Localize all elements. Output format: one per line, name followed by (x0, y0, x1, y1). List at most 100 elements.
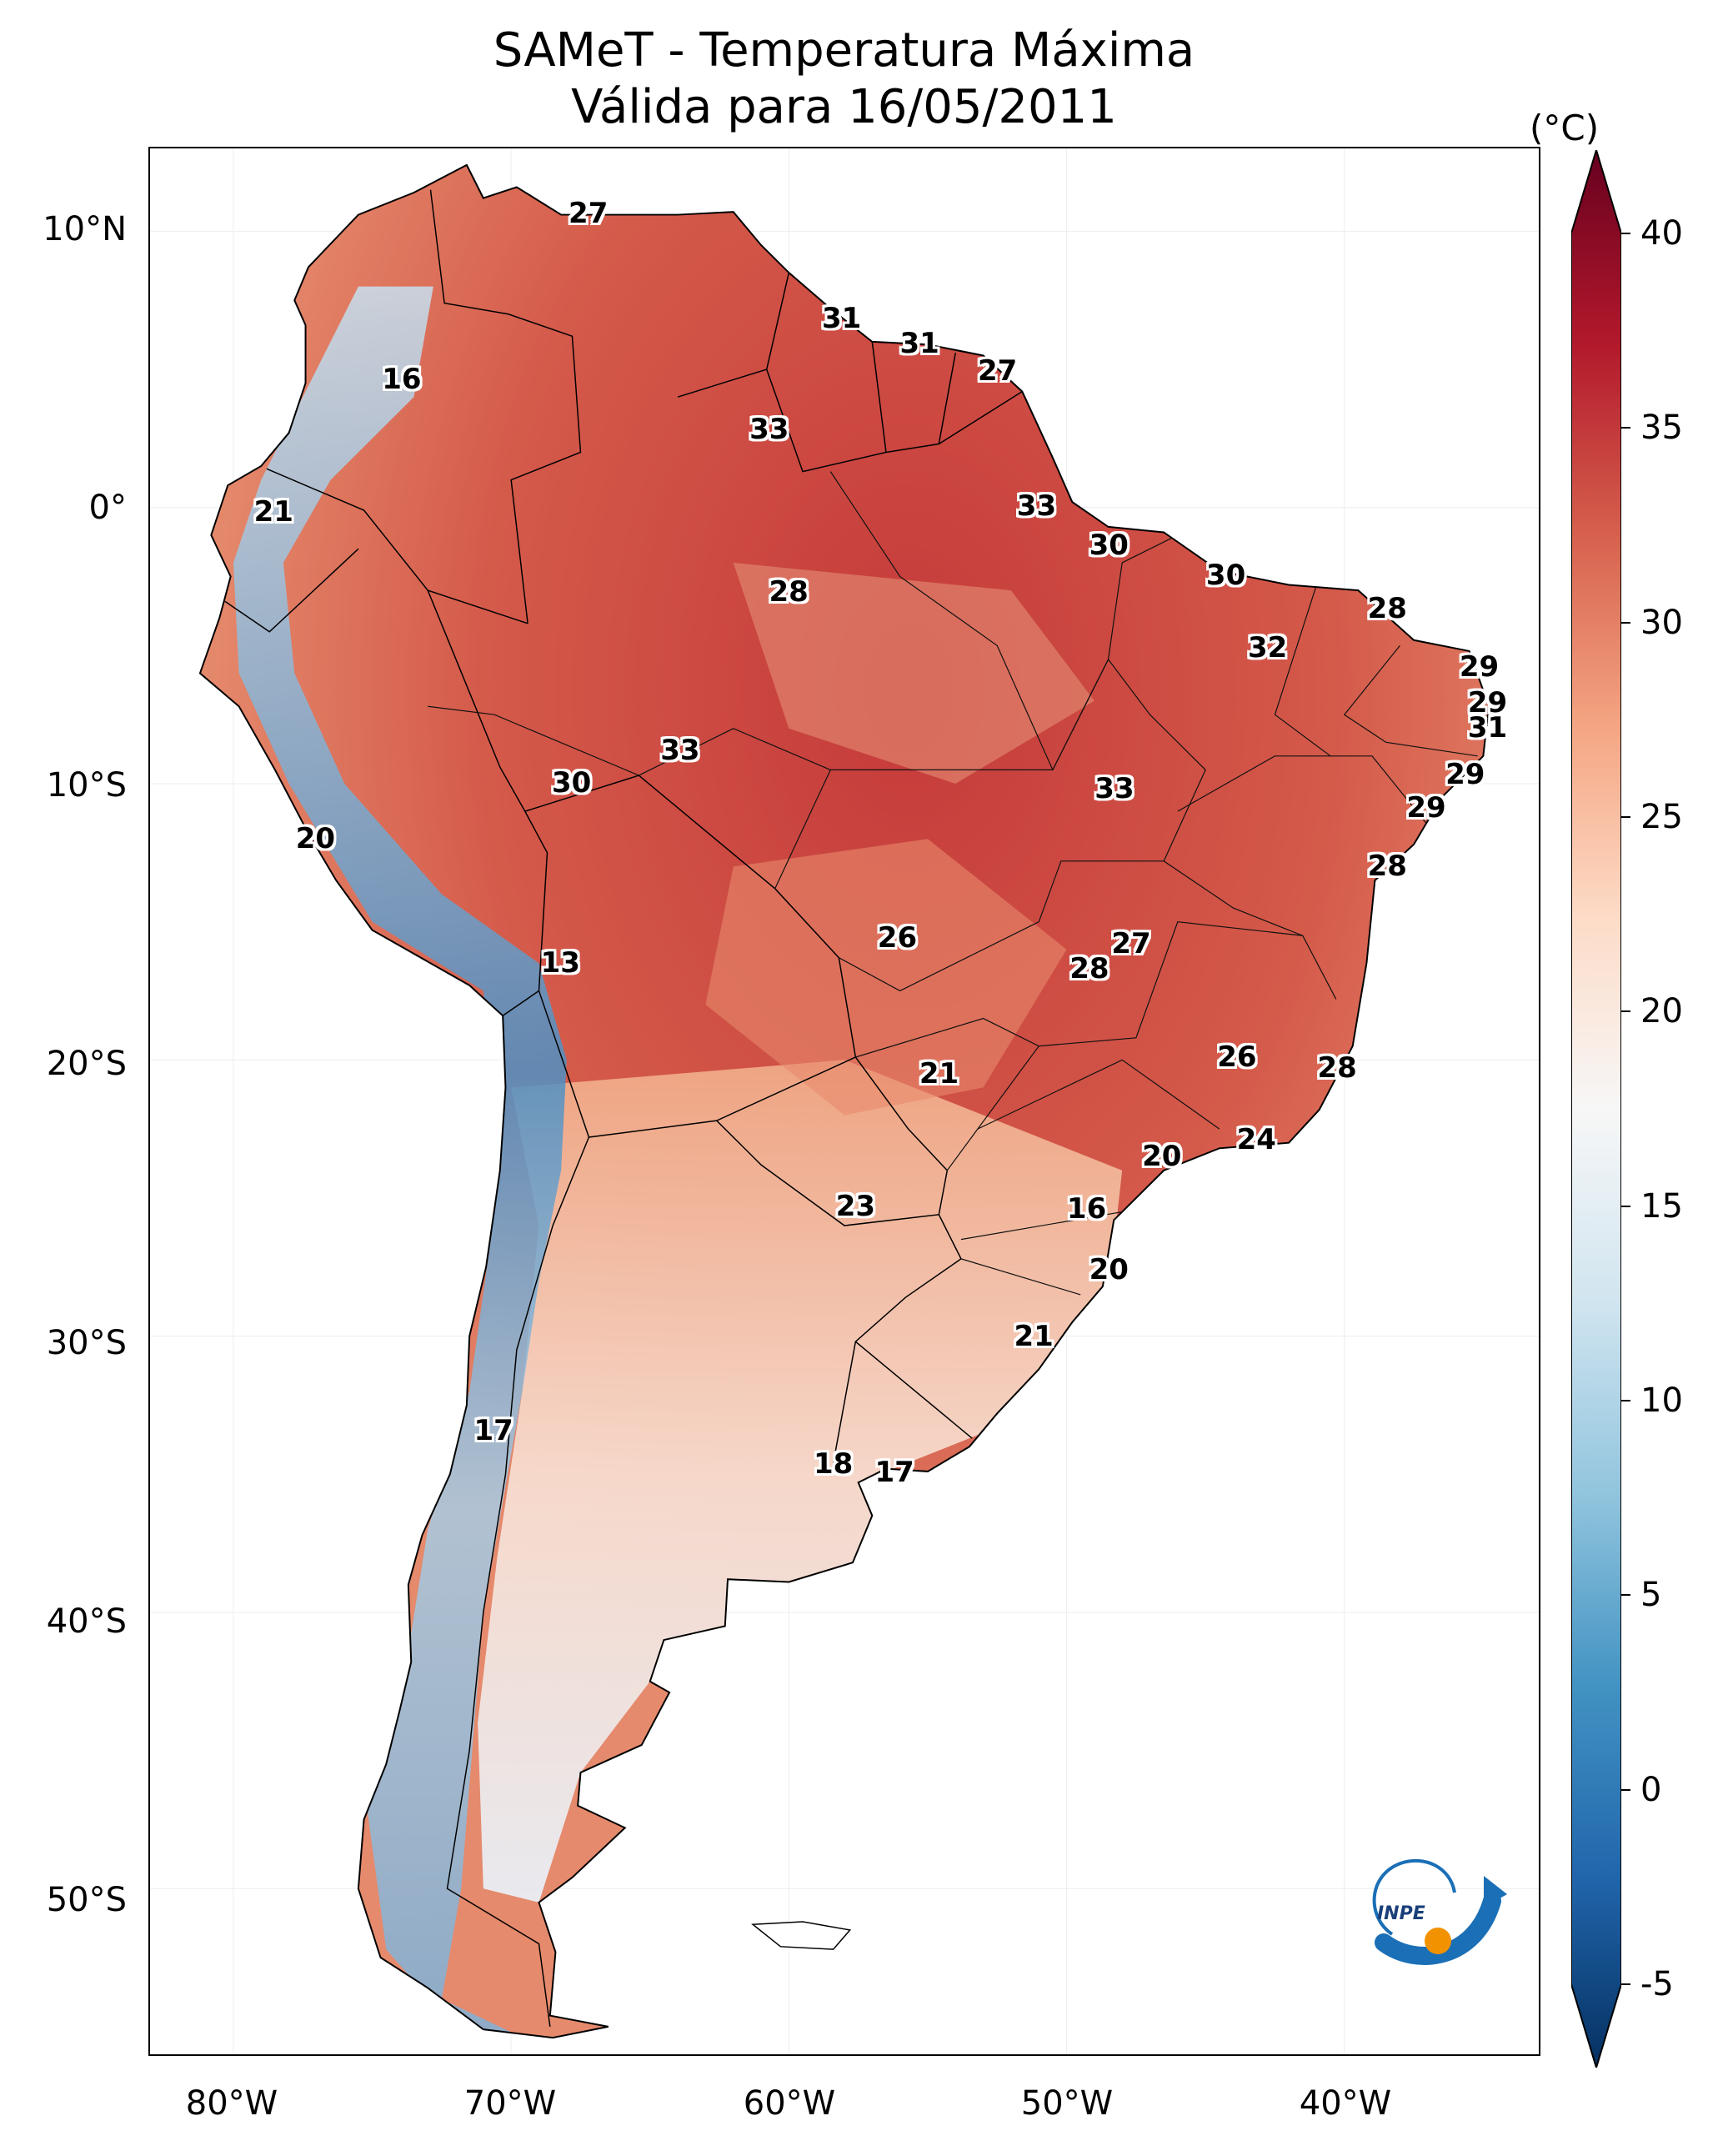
temperature-value-label: 33 (749, 412, 789, 446)
colorbar-tick-label: -5 (1640, 1965, 1674, 2003)
temperature-value-label: 18 (813, 1447, 854, 1481)
temperature-value-label: 26 (877, 921, 918, 955)
state-border (1177, 755, 1429, 826)
colorbar-tick (1620, 621, 1630, 624)
lat-label-10n: 10°N (43, 210, 127, 248)
colorbar-tick (1620, 1010, 1630, 1013)
temperature-value-label: 29 (1459, 649, 1500, 684)
country-border (765, 272, 1023, 473)
lat-label-30s: 30°S (46, 1324, 127, 1362)
coastline (198, 163, 1490, 2039)
falkland-islands (751, 1921, 852, 1950)
temperature-value-label: 33 (1094, 771, 1134, 805)
andes-cold-band (233, 286, 567, 2033)
lat-label-20s: 20°S (46, 1045, 127, 1083)
temperature-value-label: 24 (1236, 1123, 1276, 1157)
colorbar-tick-label: 20 (1640, 992, 1683, 1031)
country-border (429, 189, 582, 624)
state-border (1052, 534, 1179, 770)
colorbar-tick-label: 35 (1640, 409, 1683, 448)
temperature-value-label: 27 (978, 353, 1018, 388)
colorbar-tick-label: 0 (1640, 1770, 1662, 1809)
lat-label-0: 0° (88, 489, 127, 527)
temperature-value-label: 29 (1467, 686, 1508, 720)
colorbar-tick-label: 10 (1640, 1381, 1683, 1420)
temperature-value-label: 30 (1089, 528, 1129, 562)
country-border (427, 589, 548, 1016)
lon-label-40w: 40°W (1299, 2084, 1392, 2123)
temperature-value-label: 21 (253, 495, 293, 529)
temperature-value-label: 28 (1317, 1051, 1357, 1086)
temperature-value-label: 28 (769, 575, 809, 609)
chart-subtitle: Válida para 16/05/2011 (571, 80, 1117, 134)
map-frame (148, 147, 1540, 2056)
state-border (977, 1059, 1220, 1130)
state-border (428, 705, 639, 776)
temperature-value-label: 31 (1467, 710, 1508, 745)
temperature-value-label: 16 (382, 362, 422, 396)
colorbar (1571, 150, 1621, 2068)
colorbar-tick (1620, 816, 1630, 818)
country-border (938, 353, 957, 444)
colorbar-unit: (°C) (1530, 108, 1600, 148)
state-border (639, 728, 831, 776)
colorbar-tick (1620, 427, 1630, 429)
state-border (1163, 860, 1304, 936)
lon-label-80w: 80°W (185, 2084, 278, 2123)
temperature-value-label: 27 (1111, 926, 1151, 960)
country-border (524, 775, 857, 1138)
lat-label-40s: 40°S (46, 1602, 127, 1641)
state-border (960, 1211, 1123, 1241)
colorbar-tick-label: 5 (1640, 1576, 1662, 1615)
country-border (224, 548, 359, 633)
lon-label-50w: 50°W (1020, 2084, 1114, 2123)
state-border (1274, 584, 1331, 757)
colorbar-tick (1620, 1788, 1630, 1791)
colorbar-tick-label: 30 (1640, 603, 1683, 642)
temperature-value-label: 20 (1089, 1253, 1129, 1287)
lon-label-70w: 70°W (463, 2084, 557, 2123)
state-border (774, 471, 1054, 890)
state-border (1343, 644, 1478, 757)
state-border (960, 1258, 1081, 1296)
colorbar-tick (1620, 1983, 1630, 1985)
temperature-value-label: 28 (1367, 592, 1407, 626)
temperature-value-label: 20 (1142, 1140, 1182, 1174)
temperature-value-label: 27 (568, 196, 609, 230)
temperature-value-label: 17 (473, 1413, 513, 1447)
lat-label-10s: 10°S (46, 766, 127, 805)
temperature-value-label: 28 (1069, 951, 1109, 985)
colorbar-tick (1620, 1205, 1630, 1207)
temperature-value-label: 13 (540, 946, 580, 980)
temperature-value-label: 21 (919, 1056, 959, 1091)
temperature-value-label: 31 (899, 326, 939, 360)
temperature-value-label: 32 (1248, 630, 1288, 664)
temperature-value-label: 33 (660, 733, 700, 767)
temperature-value-label: 17 (874, 1455, 914, 1489)
lon-label-60w: 60°W (743, 2084, 836, 2123)
inpe-logo-text: INPE (1377, 1903, 1425, 1924)
chart-title: SAMeT - Temperatura Máxima (493, 23, 1195, 78)
map-svg (150, 148, 1539, 2054)
temperature-value-label: 21 (1014, 1320, 1054, 1354)
temperature-value-label: 31 (821, 301, 862, 335)
temperature-value-label: 28 (1367, 849, 1407, 883)
inpe-logo: INPE (1372, 1858, 1507, 1965)
state-border (1039, 921, 1337, 1047)
temperature-value-label: 29 (1445, 758, 1485, 792)
country-border (832, 1341, 857, 1464)
colorbar-tick-label: 40 (1640, 214, 1683, 253)
temperature-value-label: 26 (1217, 1040, 1257, 1074)
country-border (446, 1136, 590, 2027)
central-brazil-fill (705, 839, 1067, 1116)
temperature-value-label: 16 (1066, 1192, 1107, 1226)
temperature-value-label: 20 (295, 821, 336, 855)
amazon-interior-fill (733, 562, 1094, 784)
temperature-value-label: 30 (1205, 559, 1246, 593)
temperature-value-label: 30 (552, 766, 592, 800)
southern-cone-fill (478, 1060, 1123, 1903)
country-border (677, 369, 767, 398)
colorbar-tick (1620, 1400, 1630, 1401)
temperature-value-label: 33 (1016, 489, 1057, 524)
colorbar-tick (1620, 1594, 1630, 1597)
